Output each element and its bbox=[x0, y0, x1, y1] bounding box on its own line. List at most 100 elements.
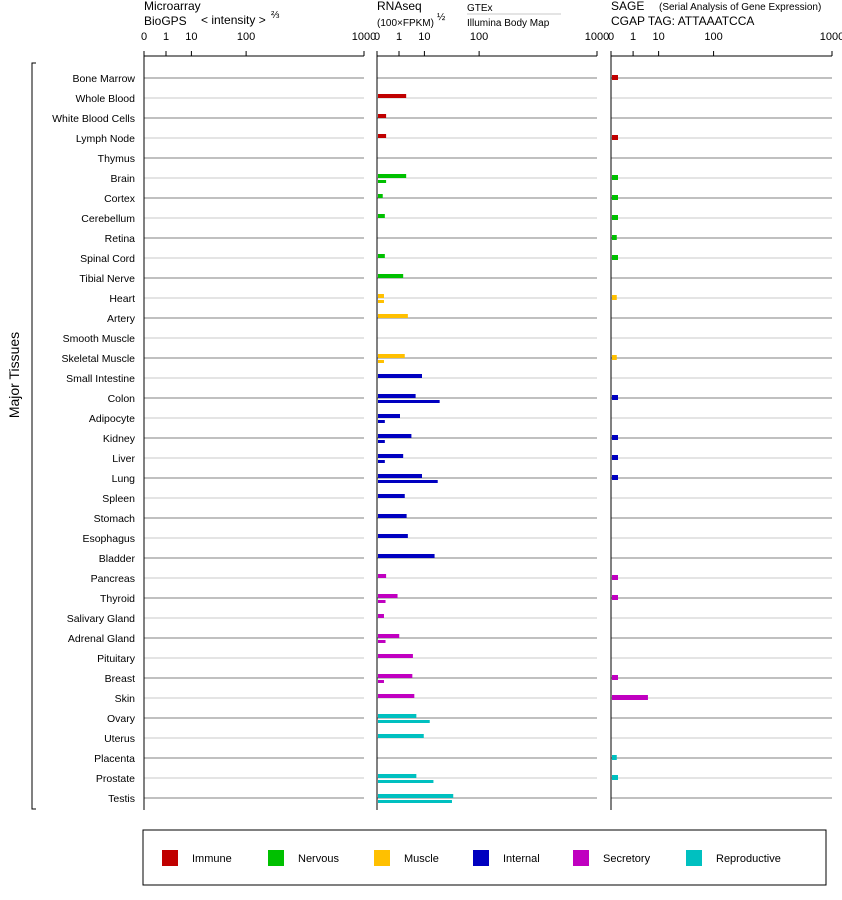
tick-label: 100 bbox=[704, 31, 722, 43]
tissue-label: Uterus bbox=[104, 733, 135, 745]
tick-label: 1000 bbox=[820, 31, 842, 43]
gtex-bar bbox=[378, 594, 398, 598]
sage-bar bbox=[612, 395, 618, 400]
gtex-bar bbox=[378, 394, 416, 398]
gtex-bar bbox=[378, 94, 407, 98]
gtex-bar bbox=[378, 194, 383, 198]
microarray-axis-exponent: ⅔ bbox=[271, 10, 280, 21]
gtex-bar bbox=[378, 554, 435, 558]
gtex-bar bbox=[378, 414, 400, 418]
illumina-bar bbox=[378, 600, 386, 603]
tissue-label: Liver bbox=[112, 453, 135, 465]
sage-subtitle: (Serial Analysis of Gene Expression) bbox=[659, 2, 821, 13]
tissue-label: Colon bbox=[108, 393, 136, 405]
sage-bar bbox=[612, 475, 618, 480]
sage-bar bbox=[612, 355, 617, 360]
y-axis-title: Major Tissues bbox=[6, 332, 22, 418]
tissue-label: White Blood Cells bbox=[52, 113, 135, 125]
tick-label: 1 bbox=[630, 31, 636, 43]
gtex-bar bbox=[378, 794, 454, 798]
tissue-label: Retina bbox=[105, 233, 136, 245]
tissue-label: Breast bbox=[105, 673, 135, 685]
gtex-bar bbox=[378, 294, 384, 298]
grid bbox=[144, 77, 832, 799]
sage-bar bbox=[612, 755, 617, 760]
tick-label: 1000 bbox=[352, 31, 376, 43]
gtex-bar bbox=[378, 354, 405, 358]
tissue-label: Pituitary bbox=[97, 653, 136, 665]
tissue-label: Adrenal Gland bbox=[68, 633, 135, 645]
sage-bar bbox=[612, 175, 618, 180]
legend-label: Reproductive bbox=[716, 853, 781, 865]
tick-label: 1 bbox=[163, 31, 169, 43]
tick-label: 100 bbox=[237, 31, 255, 43]
tissue-label: Bone Marrow bbox=[73, 73, 136, 85]
gtex-source-label: GTEx bbox=[467, 3, 493, 14]
sage-tag: CGAP TAG: ATTAAATCCA bbox=[611, 14, 754, 28]
tick-label: 0 bbox=[374, 31, 380, 43]
tick-label: 10 bbox=[418, 31, 430, 43]
gtex-bar bbox=[378, 454, 404, 458]
legend-label: Internal bbox=[503, 853, 540, 865]
tissue-label: Ovary bbox=[107, 713, 136, 725]
legend-swatch bbox=[162, 850, 178, 866]
tissue-label: Prostate bbox=[96, 773, 135, 785]
illumina-bar bbox=[378, 480, 438, 483]
sage-bar bbox=[612, 455, 618, 460]
tissue-label: Artery bbox=[107, 313, 136, 325]
gtex-bar bbox=[378, 114, 387, 118]
sage-bar bbox=[612, 295, 617, 300]
gtex-bar bbox=[378, 214, 385, 218]
rnaseq-title: RNAseq bbox=[377, 0, 422, 13]
tissue-label: Cortex bbox=[104, 193, 136, 205]
tissue-label: Adipocyte bbox=[89, 413, 135, 425]
illumina-bar bbox=[378, 780, 434, 783]
legend-label: Secretory bbox=[603, 853, 651, 865]
gtex-bar bbox=[378, 374, 422, 378]
sage-title: SAGE bbox=[611, 0, 644, 13]
gtex-bar bbox=[378, 774, 417, 778]
illumina-bar bbox=[378, 300, 384, 303]
tissue-label: Whole Blood bbox=[75, 93, 135, 105]
legend-swatch bbox=[473, 850, 489, 866]
tissue-label: Pancreas bbox=[91, 573, 135, 585]
legend-label: Immune bbox=[192, 853, 232, 865]
gtex-bar bbox=[378, 694, 415, 698]
tissue-label: Small Intestine bbox=[66, 373, 135, 385]
gtex-bar bbox=[378, 134, 387, 138]
tissue-labels: Bone Marrow Whole Blood White Blood Cells L… bbox=[52, 73, 136, 805]
sage-bar bbox=[612, 235, 617, 240]
gtex-bar bbox=[378, 254, 385, 258]
tissue-label: Salivary Gland bbox=[67, 613, 135, 625]
gtex-bar bbox=[378, 534, 408, 538]
gtex-bar bbox=[378, 734, 424, 738]
sage-bar bbox=[612, 595, 618, 600]
illumina-bar bbox=[378, 800, 452, 803]
sage-bar bbox=[612, 675, 618, 680]
gtex-bar bbox=[378, 174, 407, 178]
tissue-label: Thyroid bbox=[100, 593, 135, 605]
tick-label: 0 bbox=[608, 31, 614, 43]
microarray-title: Microarray bbox=[144, 0, 201, 13]
legend-swatch bbox=[374, 850, 390, 866]
tick-label: 1 bbox=[396, 31, 402, 43]
sage-bar bbox=[612, 775, 618, 780]
tissue-label: Lymph Node bbox=[76, 133, 135, 145]
gtex-bar bbox=[378, 634, 400, 638]
gtex-bar bbox=[378, 314, 408, 318]
microarray-subtitle: BioGPS bbox=[144, 14, 187, 28]
illumina-bar bbox=[378, 180, 387, 183]
sage-bar bbox=[612, 255, 618, 260]
tissue-bracket bbox=[31, 62, 36, 810]
legend-label: Nervous bbox=[298, 853, 339, 865]
illumina-source-label: Illumina Body Map bbox=[467, 18, 550, 29]
tissue-label: Spinal Cord bbox=[80, 253, 135, 265]
illumina-bar bbox=[378, 440, 385, 443]
tissue-label: Placenta bbox=[94, 753, 135, 765]
tissue-label: Testis bbox=[108, 793, 135, 805]
bars bbox=[378, 75, 648, 803]
gtex-bar bbox=[378, 474, 422, 478]
gtex-bar bbox=[378, 654, 413, 658]
gtex-bar bbox=[378, 274, 404, 278]
